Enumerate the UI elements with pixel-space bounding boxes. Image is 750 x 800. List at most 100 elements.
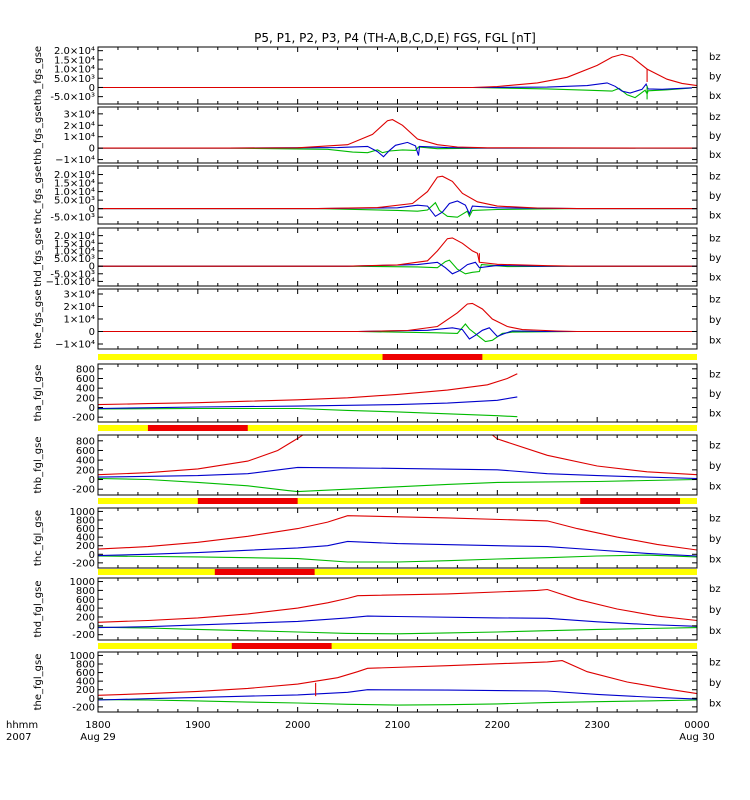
- series-line-by: [98, 626, 697, 635]
- legend-label-bx: bx: [709, 698, 721, 709]
- panel-series: [98, 660, 697, 706]
- y-tick-label: 5.0×10³: [54, 254, 95, 265]
- series-line-bz: [98, 660, 697, 696]
- time-bar-highlight: [147, 425, 248, 431]
- panel-series: [98, 237, 697, 275]
- y-tick-label: 400: [76, 456, 95, 467]
- y-tick-label: -200: [72, 630, 95, 641]
- panel-series: [98, 119, 697, 158]
- legend-label-bx: bx: [709, 211, 721, 222]
- y-tick-label: 0: [89, 262, 95, 273]
- y-tick-label: 2×10⁴: [64, 302, 95, 313]
- y-axis-label: the_fgl_gse: [33, 654, 44, 711]
- y-tick-label: 800: [76, 586, 95, 597]
- y-tick-label: 0: [89, 144, 95, 155]
- panel-series: [98, 435, 697, 493]
- series-line-bx: [98, 261, 697, 275]
- y-tick-label: 400: [76, 604, 95, 615]
- series-line-by: [98, 699, 697, 706]
- y-tick-label: 600: [76, 446, 95, 457]
- series-line-bz: [98, 588, 697, 623]
- legend-label-by: by: [709, 315, 721, 326]
- y-tick-label: 1.0×10⁴: [54, 246, 95, 257]
- y-tick-label: 0: [89, 327, 95, 338]
- y-tick-label: 600: [76, 595, 95, 606]
- series-line-bz: [98, 373, 518, 406]
- y-tick-label: 200: [76, 612, 95, 623]
- panel-frame: [97, 577, 698, 641]
- time-bar-highlight: [231, 643, 332, 649]
- panel-series: [98, 373, 518, 418]
- panel-frame: [97, 106, 698, 164]
- y-tick-label: 5.0×10³: [54, 196, 95, 207]
- y-tick-label: 1000: [70, 651, 95, 662]
- legend-label-bz: bz: [709, 658, 721, 669]
- series-line-by: [98, 407, 518, 418]
- y-tick-label: 0: [89, 83, 95, 94]
- legend-label-by: by: [709, 72, 721, 83]
- panel-series: [98, 302, 697, 343]
- panel-frame: [97, 434, 698, 496]
- y-tick-label: 0: [89, 694, 95, 705]
- y-tick-label: 2.0×10⁴: [54, 170, 95, 181]
- y-tick-label: -5.0×10³: [50, 213, 95, 224]
- y-tick-label: 800: [76, 660, 95, 671]
- legend-label-bz: bz: [709, 233, 721, 244]
- y-axis-label: thb_fgs_gse: [33, 105, 44, 164]
- series-line-by: [98, 201, 697, 218]
- y-tick-label: -200: [72, 702, 95, 713]
- y-tick-label: 3×10⁴: [64, 290, 95, 301]
- x-tick-label: 2300: [584, 720, 609, 731]
- legend-label-bx: bx: [709, 481, 721, 492]
- x-tick-sublabel: Aug 30: [679, 732, 714, 743]
- legend-label-by: by: [709, 678, 721, 689]
- y-tick-label: 200: [76, 541, 95, 552]
- series-line-bz: [98, 515, 697, 551]
- legend-label-bx: bx: [709, 626, 721, 637]
- x-tick-label: 2000: [285, 720, 310, 731]
- y-tick-label: -200: [72, 485, 95, 496]
- series-line-bx: [98, 540, 697, 557]
- y-axis-label: thc_fgl_gse: [33, 510, 44, 566]
- y-axis-label: thd_fgs_gse: [33, 227, 44, 286]
- series-line-bz: [98, 237, 697, 267]
- legend-label-bz: bz: [709, 584, 721, 595]
- legend-label-bz: bz: [709, 171, 721, 182]
- y-axis-label: the_fgs_gse: [33, 289, 44, 348]
- time-bar-background: [98, 498, 697, 504]
- panel-frame: [97, 288, 698, 350]
- series-line-bx: [98, 82, 693, 94]
- y-tick-label: 0: [89, 403, 95, 414]
- y-tick-label: 400: [76, 677, 95, 688]
- panel-4: 2.0×10⁴1.5×10⁴1.0×10⁴5.0×10³0-5.0×10³−1.…: [33, 227, 721, 288]
- x-tick-label: 0000: [684, 720, 709, 731]
- legend-label-by: by: [709, 389, 721, 400]
- y-tick-label: 0: [89, 621, 95, 632]
- legend-label-bx: bx: [709, 335, 721, 346]
- y-tick-label: 2×10⁴: [64, 121, 95, 132]
- y-tick-label: 1.5×10⁴: [54, 179, 95, 190]
- y-tick-label: -200: [72, 558, 95, 569]
- legend-label-bx: bx: [709, 91, 721, 102]
- series-line-bx: [98, 200, 697, 218]
- y-axis-label: thb_fgl_gse: [33, 437, 44, 494]
- x-tick-label: 2200: [485, 720, 510, 731]
- legend-label-by: by: [709, 253, 721, 264]
- y-tick-label: −1.0×10⁴: [46, 277, 95, 288]
- legend-label-bz: bz: [709, 441, 721, 452]
- y-axis-label: thd_fgl_gse: [33, 581, 44, 638]
- y-tick-label: 800: [76, 436, 95, 447]
- y-tick-label: 2.0×10⁴: [54, 231, 95, 242]
- legend-label-bx: bx: [709, 150, 721, 161]
- y-axis-label: thc_fgs_gse: [33, 166, 44, 225]
- time-bar-background: [98, 569, 697, 575]
- y-tick-label: 400: [76, 384, 95, 395]
- y-tick-label: 200: [76, 685, 95, 696]
- y-tick-label: 3×10⁴: [64, 109, 95, 120]
